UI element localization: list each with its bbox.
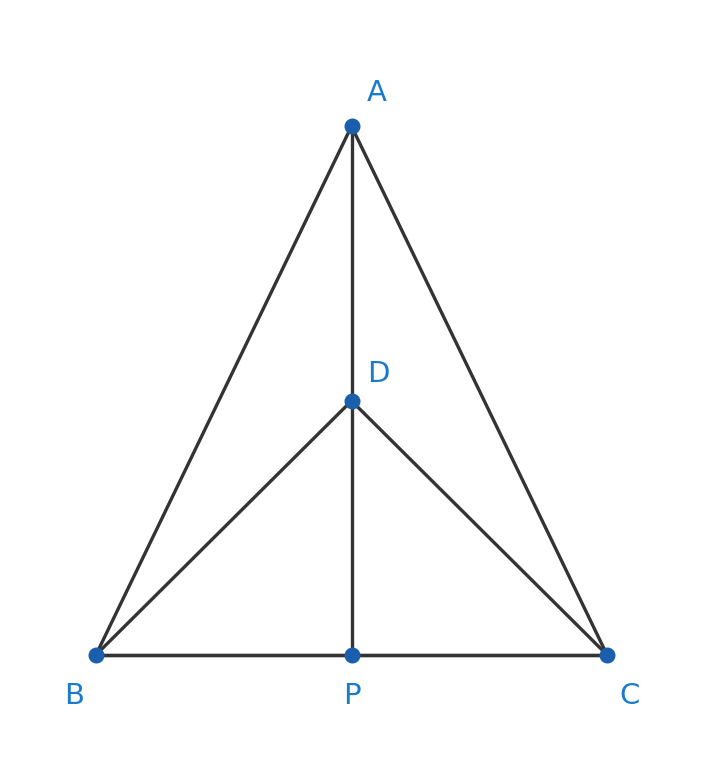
Point [91,649,102,661]
Point [346,120,357,133]
Text: B: B [64,682,84,710]
Text: A: A [367,79,387,107]
Point [346,649,357,661]
Point [601,649,612,661]
Text: D: D [367,361,389,389]
Text: C: C [619,682,640,710]
Point [346,395,357,407]
Text: P: P [342,682,361,710]
